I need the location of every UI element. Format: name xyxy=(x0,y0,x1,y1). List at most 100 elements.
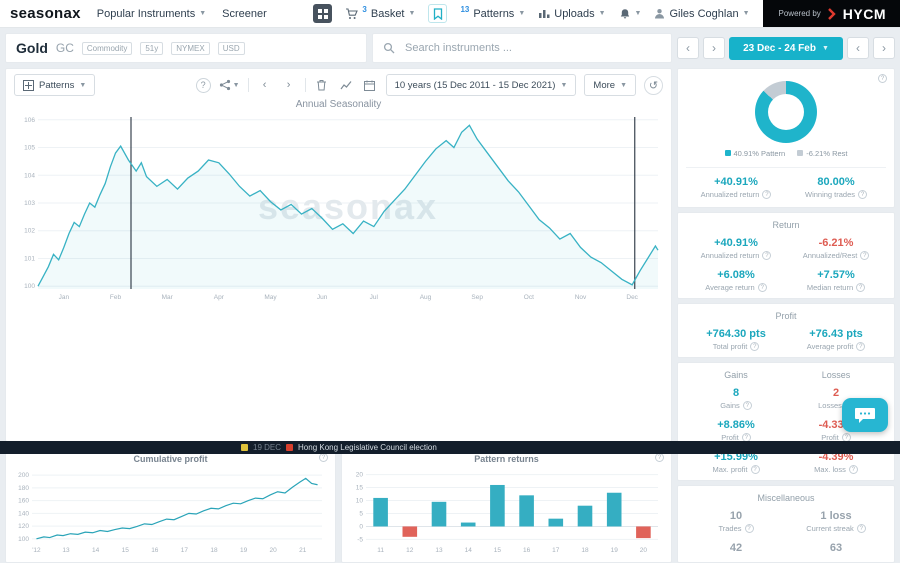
svg-text:18: 18 xyxy=(581,547,589,554)
svg-text:16: 16 xyxy=(523,547,531,554)
svg-text:Nov: Nov xyxy=(575,294,587,301)
range-step-forward-button[interactable]: › xyxy=(703,37,725,59)
svg-text:180: 180 xyxy=(18,485,29,492)
pattern-donut-chart xyxy=(755,81,817,143)
svg-text:-5: -5 xyxy=(357,536,363,543)
help-icon[interactable]: ? xyxy=(757,283,767,292)
notifications-menu[interactable]: ▼ xyxy=(619,8,642,20)
bar-chart-icon xyxy=(538,8,550,19)
help-icon[interactable]: ? xyxy=(655,453,664,462)
svg-text:14: 14 xyxy=(92,547,100,554)
svg-text:19: 19 xyxy=(611,547,619,554)
chart-title: Annual Seasonality xyxy=(295,99,382,110)
cumulative-profit-chart[interactable]: 100 120 140 160 180 200 '12 13 14 15 16 17 18 19 20 21 xyxy=(12,466,328,554)
svg-text:18: 18 xyxy=(210,547,218,554)
stat: 63 xyxy=(829,542,843,554)
help-icon[interactable]: ? xyxy=(860,251,870,260)
help-icon[interactable]: ? xyxy=(848,465,858,474)
stat: +8.86% Profit? xyxy=(717,419,755,442)
bookmark-icon xyxy=(433,7,443,20)
annual-seasonality-chart[interactable]: 100 101 102 103 104 105 106 Jan Feb Mar Apr May Jun J… xyxy=(14,111,664,301)
svg-text:Jun: Jun xyxy=(317,294,328,301)
legend-swatch-icon xyxy=(724,150,731,156)
grid-plus-icon xyxy=(23,79,34,91)
help-icon[interactable]: ? xyxy=(762,251,772,260)
svg-text:0: 0 xyxy=(359,523,363,530)
search-input[interactable] xyxy=(403,41,661,55)
help-icon[interactable]: ? xyxy=(858,190,868,199)
events-ticker[interactable]: 19 DEC Hong Kong Legislative Council elec… xyxy=(0,441,900,454)
svg-text:Apr: Apr xyxy=(214,294,225,301)
bucket-icon[interactable] xyxy=(314,76,330,94)
svg-text:Aug: Aug xyxy=(420,294,432,301)
svg-text:10: 10 xyxy=(356,498,364,505)
apps-button[interactable] xyxy=(313,4,333,23)
seasonax-logo[interactable]: seasonax xyxy=(10,5,81,22)
instrument-tag: USD xyxy=(217,41,245,55)
share-icon[interactable]: ▼ xyxy=(219,76,240,94)
date-range-controls: ‹ › 23 Dec - 24 Feb ▼ ‹ › xyxy=(677,33,895,63)
powered-by-hycm[interactable]: Powered by HYCM xyxy=(762,0,900,27)
period-selector[interactable]: 10 years (15 Dec 2011 - 15 Dec 2021) ▼ xyxy=(385,74,577,96)
svg-text:15: 15 xyxy=(356,485,364,492)
svg-text:19: 19 xyxy=(240,547,248,554)
patterns-button[interactable]: Patterns ▼ xyxy=(14,74,96,96)
more-button[interactable]: More ▼ xyxy=(584,74,636,96)
chart-title: Cumulative profit xyxy=(133,454,208,464)
bell-icon xyxy=(619,8,631,20)
seasonality-panel: Patterns ▼ ? ▼ ‹ › 10 years (15 Dec 2011… xyxy=(5,68,672,442)
svg-text:May: May xyxy=(264,294,277,301)
uploads-menu[interactable]: Uploads ▼ xyxy=(538,7,606,20)
help-icon[interactable]: ? xyxy=(762,190,772,199)
range-shift-forward-button[interactable]: › xyxy=(873,37,895,59)
next-arrow-button[interactable]: › xyxy=(286,79,291,91)
bookmark-button[interactable] xyxy=(428,4,448,23)
svg-text:15: 15 xyxy=(122,547,130,554)
svg-text:Feb: Feb xyxy=(110,294,122,301)
uploads-label: Uploads xyxy=(554,7,595,20)
svg-text:12: 12 xyxy=(406,547,414,554)
svg-text:106: 106 xyxy=(24,117,35,124)
pattern-summary-card: ? 40.91% Pattern -6.21% Rest +40.91% Ann… xyxy=(677,68,895,208)
help-icon[interactable]: ? xyxy=(195,77,211,93)
line-chart-icon[interactable] xyxy=(338,76,354,94)
help-icon[interactable]: ? xyxy=(856,342,866,351)
help-icon[interactable]: ? xyxy=(856,524,866,533)
instrument-tag: NYMEX xyxy=(171,41,210,55)
help-icon[interactable]: ? xyxy=(878,74,887,83)
help-icon[interactable]: ? xyxy=(319,453,328,462)
prev-arrow-button[interactable]: ‹ xyxy=(262,79,267,91)
legend-swatch-icon xyxy=(797,150,804,156)
legend-rest: -6.21% Rest xyxy=(797,149,848,158)
menu-popular-instruments[interactable]: Popular Instruments ▼ xyxy=(97,8,206,20)
help-icon[interactable]: ? xyxy=(742,401,752,410)
help-icon[interactable]: ? xyxy=(856,283,866,292)
stat: 10 Trades? xyxy=(686,510,786,533)
menu-label: Screener xyxy=(222,7,267,20)
pattern-returns-chart[interactable]: -5 0 5 10 15 20 11 12 13 14 15 16 17 18 19 20 xyxy=(348,466,664,554)
toolbar-divider xyxy=(304,78,306,92)
calendar-icon[interactable] xyxy=(362,76,378,94)
help-icon[interactable]: ? xyxy=(750,465,760,474)
range-step-back-button[interactable]: ‹ xyxy=(677,37,699,59)
ticker-event[interactable]: 19 DEC Hong Kong Legislative Council elec… xyxy=(241,443,437,452)
basket-menu[interactable]: 3 Basket ▼ xyxy=(345,5,415,20)
chat-button[interactable] xyxy=(842,398,888,432)
help-icon[interactable]: ? xyxy=(744,524,754,533)
stat: +40.91% Annualized return? xyxy=(686,237,786,260)
stats-sidebar: ‹ › 23 Dec - 24 Feb ▼ ‹ › ? 40.91% Patte… xyxy=(677,33,895,563)
menu-screener[interactable]: Screener xyxy=(222,8,267,20)
section-title: Miscellaneous xyxy=(757,493,815,503)
range-shift-back-button[interactable]: ‹ xyxy=(847,37,869,59)
help-icon[interactable]: ? xyxy=(750,342,760,351)
chevron-down-icon: ▼ xyxy=(620,81,627,89)
user-menu[interactable]: Giles Coghlan ▼ xyxy=(654,8,750,20)
svg-text:102: 102 xyxy=(24,228,35,235)
svg-text:15: 15 xyxy=(494,547,502,554)
date-range-button[interactable]: 23 Dec - 24 Feb ▼ xyxy=(729,36,843,60)
search-bar[interactable] xyxy=(372,33,672,63)
chevron-down-icon: ▼ xyxy=(742,10,750,17)
reset-icon[interactable]: ↺ xyxy=(644,75,663,95)
patterns-menu[interactable]: 13 Patterns ▼ xyxy=(460,5,525,20)
chevron-down-icon: ▼ xyxy=(634,10,642,17)
